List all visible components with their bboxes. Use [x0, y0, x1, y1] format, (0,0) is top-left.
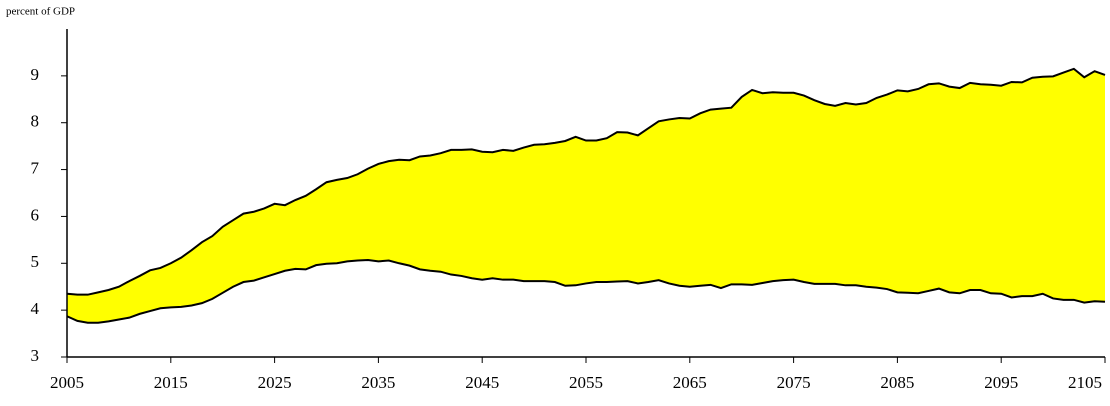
x-tick-label: 2065	[673, 373, 707, 392]
y-axis-label: percent of GDP	[6, 6, 75, 18]
y-tick-label: 9	[31, 65, 40, 84]
x-tick-label: 2075	[777, 373, 811, 392]
x-tick-label: 2035	[361, 373, 395, 392]
y-tick-label: 4	[31, 299, 40, 318]
y-tick-label: 5	[31, 252, 40, 271]
x-tick-label: 2095	[984, 373, 1018, 392]
x-tick-label: 2025	[258, 373, 292, 392]
x-tick-label: 2105	[1068, 373, 1102, 392]
x-tick-label: 2005	[50, 373, 84, 392]
band-edge-line	[66, 259, 1106, 324]
y-tick-label: 3	[31, 346, 40, 365]
x-tick-label: 2045	[465, 373, 499, 392]
x-tick-label: 2055	[569, 373, 603, 392]
band-edge-line	[66, 67, 1106, 296]
y-tick-label: 6	[31, 205, 40, 224]
y-tick-label: 8	[31, 112, 40, 131]
x-tick-label: 2085	[880, 373, 914, 392]
band-fill	[67, 68, 1105, 323]
x-tick-label: 2015	[154, 373, 188, 392]
y-tick-label: 7	[31, 158, 40, 177]
